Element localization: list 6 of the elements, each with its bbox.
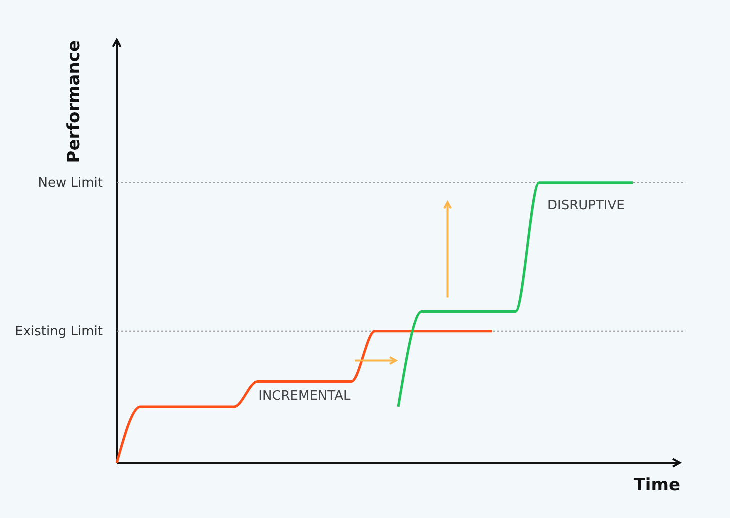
ref-line-label: New Limit (38, 176, 103, 191)
x-axis-title: Time (634, 476, 680, 496)
ref-line-label: Existing Limit (15, 324, 103, 340)
series-label: DISRUPTIVE (547, 198, 625, 214)
y-axis-title: Performance (64, 40, 84, 164)
series-label: INCREMENTAL (258, 388, 352, 404)
